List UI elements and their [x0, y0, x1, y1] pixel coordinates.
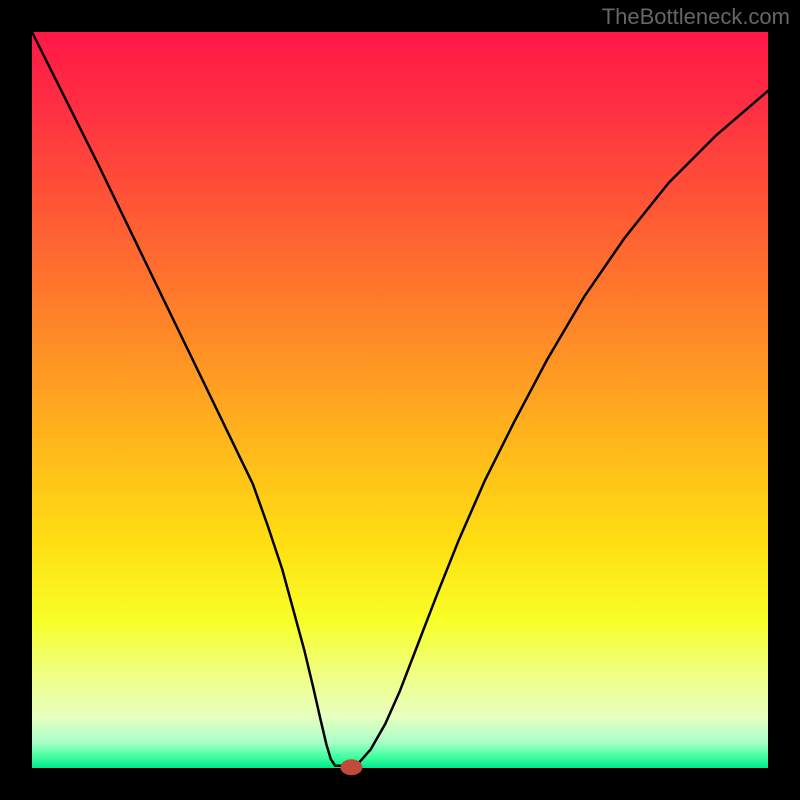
chart-container: TheBottleneck.com — [0, 0, 800, 800]
plot-background — [32, 32, 768, 768]
bottleneck-chart — [0, 0, 800, 800]
watermark-text: TheBottleneck.com — [602, 4, 790, 30]
optimum-marker — [340, 759, 362, 775]
